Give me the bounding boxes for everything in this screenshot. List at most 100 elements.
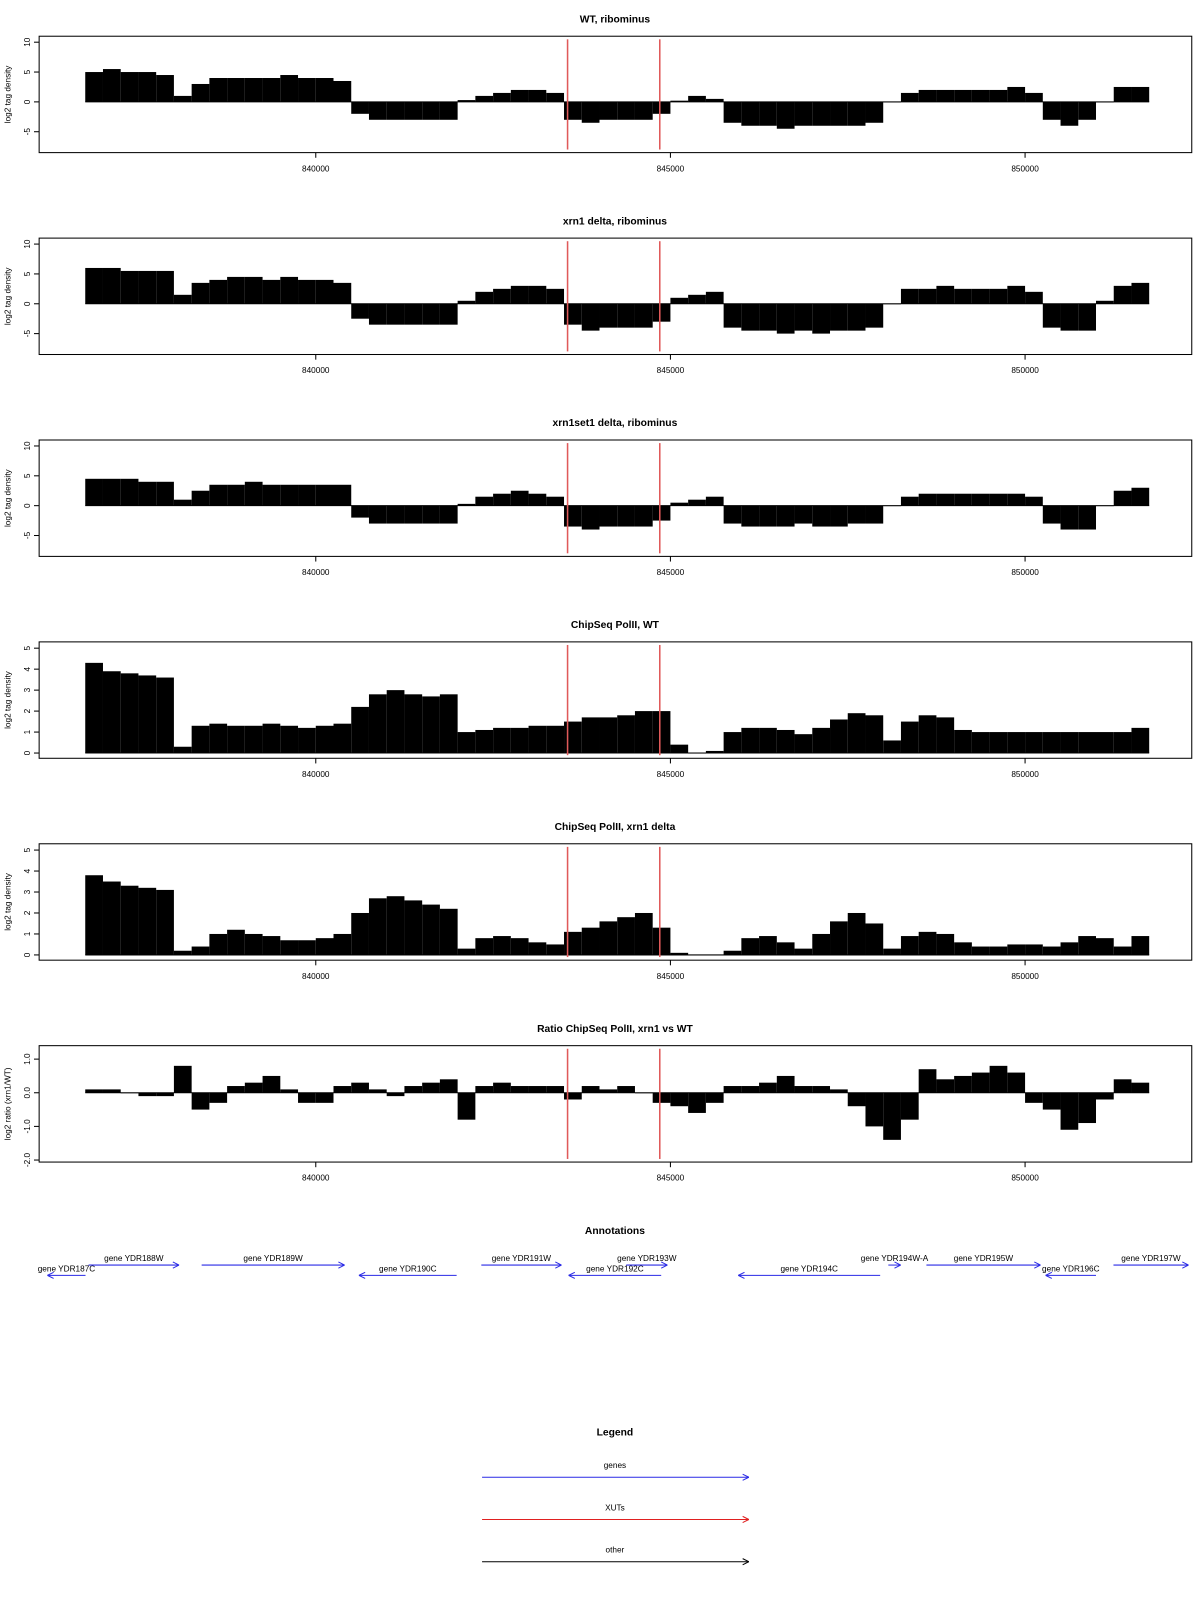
bar	[1042, 101, 1061, 120]
bar	[634, 711, 653, 754]
bar	[244, 1082, 263, 1093]
bar	[847, 505, 866, 524]
bar	[1025, 496, 1043, 506]
bar	[617, 303, 635, 328]
y-tick-label: 2	[23, 910, 32, 915]
y-tick-label: 10	[23, 239, 32, 249]
bar	[1113, 946, 1132, 955]
bar	[723, 950, 742, 955]
plot-frame	[38, 439, 1193, 557]
bar	[244, 78, 263, 102]
panel-title: ChipSeq PolII, xrn1 delta	[555, 822, 676, 833]
bar	[617, 101, 635, 120]
bar	[1113, 285, 1132, 304]
gene-arrow-head	[358, 1271, 366, 1276]
bar	[883, 740, 901, 754]
bar	[262, 484, 281, 506]
bar	[599, 505, 618, 527]
bar	[1060, 505, 1079, 530]
y-tick-label: 0	[23, 99, 32, 104]
x-tick-label: 850000	[1011, 972, 1039, 981]
bar	[475, 1086, 494, 1093]
bar	[493, 1082, 511, 1093]
y-tick-label: 0	[23, 750, 32, 755]
gene-label: gene YDR194C	[780, 1264, 838, 1273]
bar	[954, 942, 972, 955]
bar	[85, 662, 103, 754]
bar	[688, 95, 706, 102]
bar	[670, 952, 689, 955]
bar	[723, 1086, 742, 1093]
bar	[528, 493, 547, 506]
bar	[102, 881, 121, 955]
bar	[617, 715, 635, 754]
x-tick-label: 845000	[657, 568, 685, 577]
bar	[1060, 1092, 1079, 1130]
bar	[298, 78, 316, 102]
bar	[173, 1065, 192, 1093]
x-tick-label: 840000	[302, 366, 330, 375]
bar	[741, 101, 760, 126]
bar	[173, 499, 192, 506]
y-tick-label: 5	[23, 271, 32, 276]
gene-label: gene YDR192C	[586, 1264, 644, 1273]
bar	[599, 101, 618, 120]
bar	[528, 89, 547, 102]
bar	[971, 288, 990, 304]
gene-label: gene YDR196C	[1042, 1264, 1100, 1273]
bar	[244, 276, 263, 304]
bar	[493, 288, 511, 304]
bar	[422, 101, 440, 120]
x-tick-label: 840000	[302, 770, 330, 779]
legend-arrow-head	[742, 1561, 750, 1566]
bar	[351, 706, 369, 754]
bar	[776, 942, 795, 955]
bar	[386, 1092, 405, 1097]
bar	[564, 931, 582, 955]
bar	[847, 101, 866, 126]
bar	[847, 303, 866, 331]
y-axis-label: log2 ratio (xrn1/WT)	[3, 1067, 12, 1140]
bar	[85, 72, 103, 102]
bar	[315, 484, 334, 506]
bar	[315, 938, 334, 955]
bar	[1060, 303, 1079, 331]
bar	[794, 505, 813, 524]
bar	[173, 294, 192, 304]
y-axis-label: log2 tag density	[3, 468, 12, 527]
bar	[1025, 944, 1043, 955]
gene-arrow-head	[555, 1264, 562, 1269]
bar	[1078, 1092, 1097, 1124]
bar	[599, 303, 618, 328]
bar	[900, 721, 919, 754]
gene-arrow-head	[358, 1274, 366, 1279]
bar	[422, 505, 440, 524]
bar	[1025, 92, 1043, 102]
bar	[351, 505, 369, 518]
bar	[1025, 732, 1043, 754]
bar	[262, 279, 281, 304]
bar	[1007, 1072, 1026, 1093]
bar	[333, 80, 352, 102]
bar	[883, 303, 901, 305]
bar	[209, 1092, 228, 1103]
bar	[1078, 505, 1097, 530]
bar	[280, 1089, 299, 1093]
bar	[1042, 946, 1061, 955]
bar	[102, 69, 121, 102]
bar	[883, 948, 901, 955]
x-tick-label: 840000	[302, 972, 330, 981]
y-tick-label: 0	[23, 952, 32, 957]
bar	[918, 1069, 937, 1093]
bar	[670, 1092, 689, 1107]
bar	[227, 1086, 245, 1093]
y-tick-label: 2	[23, 708, 32, 713]
legend-arrow-head	[742, 1515, 750, 1520]
x-tick-label: 845000	[657, 164, 685, 173]
bar	[634, 505, 653, 527]
bar	[759, 727, 777, 754]
bar	[936, 285, 955, 304]
panel-title: xrn1set1 delta, ribominus	[553, 418, 678, 429]
bar	[227, 484, 245, 506]
bar	[315, 1092, 334, 1103]
